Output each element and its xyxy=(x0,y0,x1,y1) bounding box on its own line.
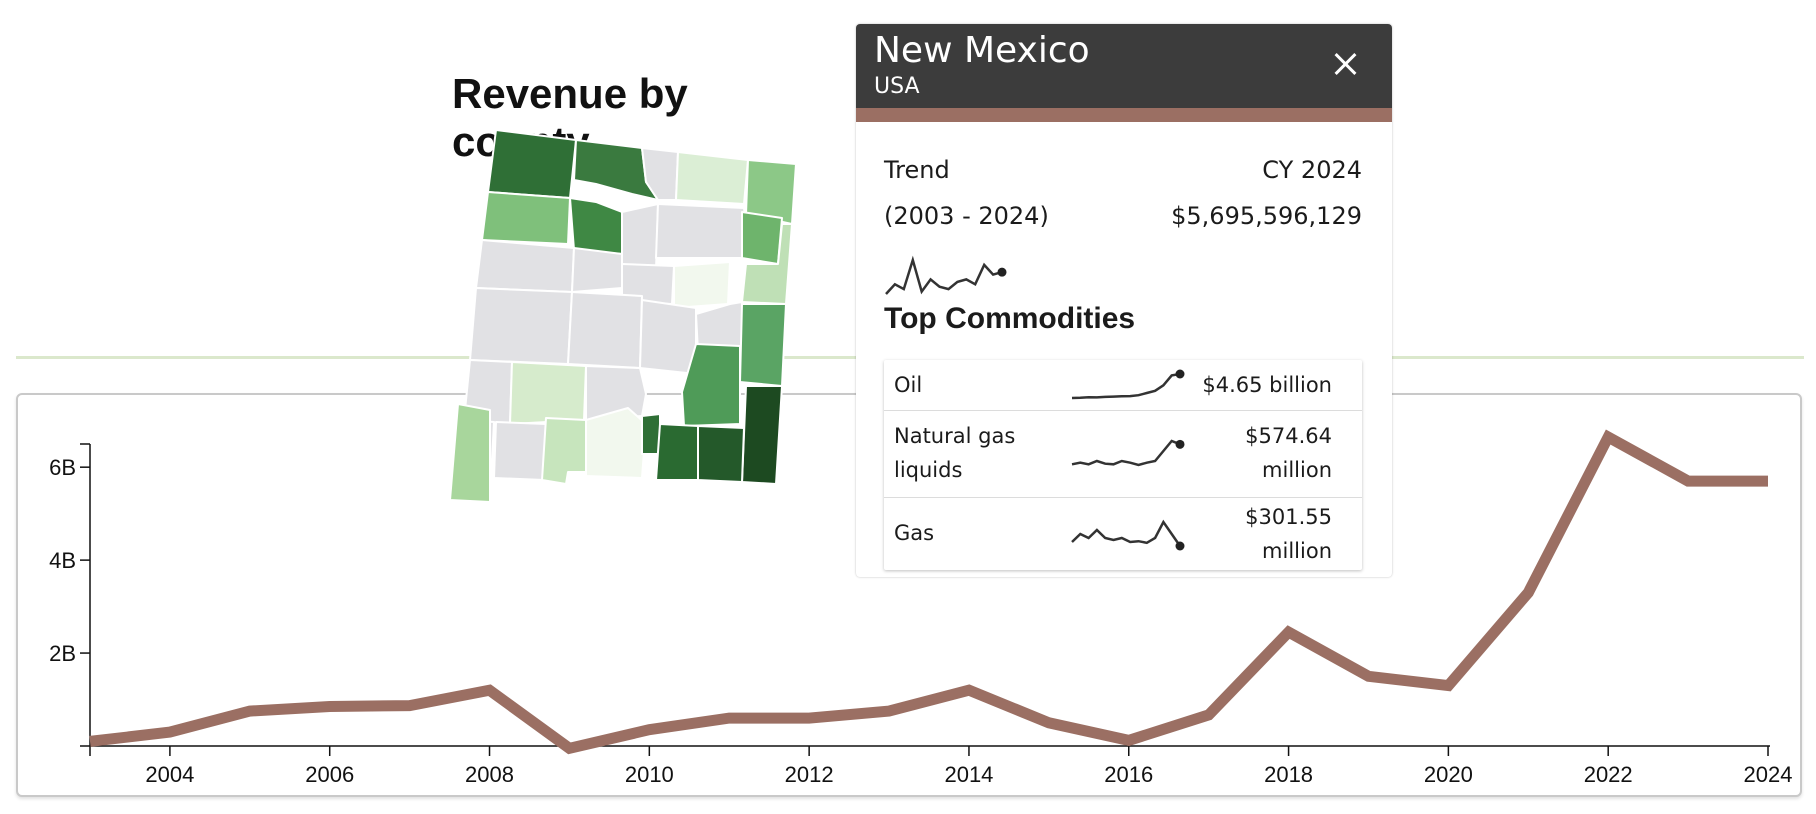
commodity-value: $574.64 million xyxy=(1245,424,1332,482)
popup-accent-bar xyxy=(856,108,1392,122)
commodity-sparkline xyxy=(1071,439,1185,467)
county-cibola[interactable] xyxy=(475,239,575,293)
x-tick-label: 2006 xyxy=(305,762,354,787)
county-roosevelt[interactable] xyxy=(741,385,783,485)
county-taos[interactable] xyxy=(641,147,679,201)
county-socorro[interactable] xyxy=(509,361,587,425)
county-lea[interactable] xyxy=(697,425,745,483)
commodity-sparkline xyxy=(1071,519,1185,551)
county-san-miguel[interactable] xyxy=(673,261,731,309)
revenue-series-line xyxy=(89,429,1768,755)
trend-label: Trend xyxy=(884,156,950,184)
close-icon[interactable] xyxy=(1328,46,1364,82)
x-tick-label: 2024 xyxy=(1744,762,1793,787)
x-tick-label: 2022 xyxy=(1584,762,1633,787)
sparkline-path xyxy=(1071,439,1181,467)
x-tick-label: 2012 xyxy=(785,762,834,787)
commodities-table: Oil $4.65 billion Natural gas liquids $5… xyxy=(884,360,1362,570)
county-torrance[interactable] xyxy=(567,291,643,369)
sparkline-path xyxy=(885,255,1003,295)
sparkline-end-dot xyxy=(1175,439,1185,449)
county-map xyxy=(449,129,797,503)
trend-range: (2003 - 2024) xyxy=(884,202,1049,230)
county-colfax[interactable] xyxy=(675,151,749,205)
county-mora[interactable] xyxy=(655,203,747,259)
county-lincoln[interactable] xyxy=(585,365,647,421)
x-tick-label: 2016 xyxy=(1104,762,1153,787)
state-detail-popup: New Mexico USA Trend (2003 - 2024) CY 20… xyxy=(856,24,1392,577)
commodity-row[interactable]: Gas $301.55 million xyxy=(884,497,1362,570)
sparkline-path xyxy=(1071,519,1182,547)
county-los-alamos[interactable] xyxy=(621,203,659,271)
county-eddy[interactable] xyxy=(655,423,699,481)
x-tick-label: 2010 xyxy=(625,762,674,787)
x-tick-label: 2014 xyxy=(944,762,993,787)
sparkline-end-dot xyxy=(1175,541,1185,551)
total-revenue-value: $5,695,596,129 xyxy=(1171,202,1362,230)
commodity-name: Natural gas liquids xyxy=(894,424,1016,482)
x-tick-label: 2020 xyxy=(1424,762,1473,787)
x-tick-label: 2018 xyxy=(1264,762,1313,787)
county-harding[interactable] xyxy=(741,211,783,265)
commodity-value: $4.65 billion xyxy=(1202,373,1332,397)
y-tick-label: 6B xyxy=(49,455,76,480)
commodity-row[interactable]: Natural gas liquids $574.64 million xyxy=(884,410,1362,497)
commodity-name: Gas xyxy=(894,521,935,545)
county-dona-ana[interactable] xyxy=(541,417,587,485)
y-tick-label: 4B xyxy=(49,548,76,573)
x-tick-label: 2004 xyxy=(145,762,194,787)
sparkline-end-dot xyxy=(997,267,1007,277)
county-valencia[interactable] xyxy=(469,287,573,365)
commodity-value: $301.55 million xyxy=(1245,505,1332,563)
county-bernalillo[interactable] xyxy=(571,247,623,293)
county-lincoln-north[interactable] xyxy=(639,299,697,375)
popup-header: New Mexico USA xyxy=(856,24,1392,108)
county-de-baca[interactable] xyxy=(739,303,787,387)
county-mckinley[interactable] xyxy=(481,191,571,245)
county-san-juan[interactable] xyxy=(487,129,577,199)
sparkline-end-dot xyxy=(1175,369,1185,379)
commodity-name: Oil xyxy=(894,373,923,397)
popup-subtitle: USA xyxy=(874,74,920,99)
commodity-row[interactable]: Oil $4.65 billion xyxy=(884,360,1362,410)
year-label: CY 2024 xyxy=(1262,156,1362,184)
county-chaves[interactable] xyxy=(681,343,741,427)
county-sandoval[interactable] xyxy=(569,197,623,255)
commodity-sparkline xyxy=(1071,369,1185,400)
trend-sparkline xyxy=(885,255,1007,295)
county-hidalgo[interactable] xyxy=(449,403,491,503)
top-commodities-heading: Top Commodities xyxy=(884,302,1136,335)
county-otero[interactable] xyxy=(585,407,647,479)
sparkline-path xyxy=(1071,372,1181,400)
x-tick-label: 2008 xyxy=(465,762,514,787)
popup-title: New Mexico xyxy=(874,30,1090,71)
county-sierra[interactable] xyxy=(493,421,547,481)
y-tick-label: 2B xyxy=(49,641,76,666)
